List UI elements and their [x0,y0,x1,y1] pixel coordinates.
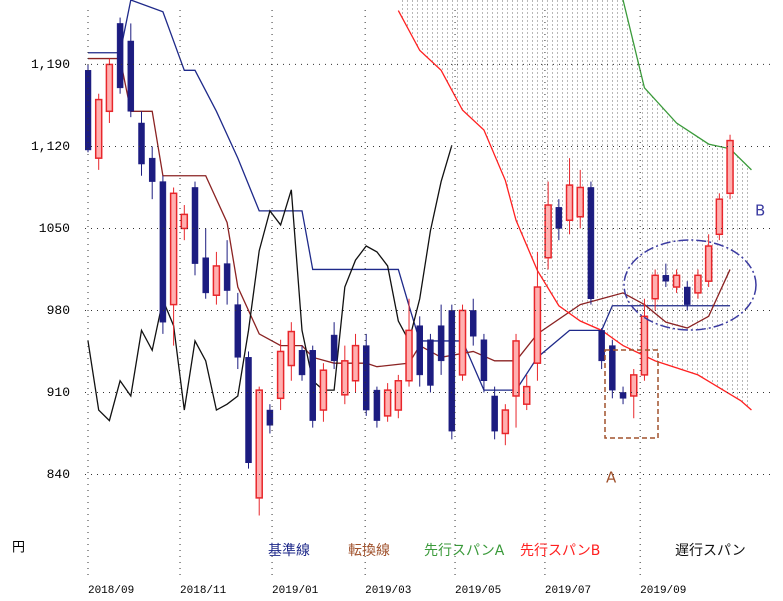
candle-body [309,350,316,421]
line-series [87,57,731,368]
candle-body [394,380,403,411]
legend-label: 先行スパンB [520,543,600,559]
candle-body [330,334,338,362]
x-tick-label: 2019/03 [365,585,411,597]
candle-body [640,315,649,376]
candle-body [298,350,306,376]
candle-body [427,339,434,386]
candle-body [287,330,296,367]
candle-body [684,286,691,305]
candle-body [116,23,124,89]
candle-body [212,265,221,296]
y-unit: 円 [12,540,25,555]
candle-body [469,310,477,337]
candle-body [405,329,413,382]
x-tick-label: 2019/01 [272,585,319,597]
candle-body [416,325,423,376]
candle-body [362,345,370,411]
candle-body [694,274,702,294]
y-tick-label: 1,120 [31,139,70,154]
candle-body [704,245,713,282]
line-series [397,10,752,411]
x-tick-label: 2018/11 [180,585,227,597]
legend-label: 先行スパンA [424,543,505,559]
candle-body [138,122,145,165]
candle-body [105,63,114,113]
candle-body [319,369,328,411]
candle-body [159,181,167,323]
x-tick-label: 2019/09 [640,585,686,597]
candle-body [202,257,209,294]
candle-body [94,98,103,159]
candle-body [501,409,510,435]
candle-body [266,409,274,426]
candle-body [148,157,156,182]
candle-body [726,139,734,195]
annotation: B [755,202,765,220]
x-tick-label: 2018/09 [88,585,134,597]
cloud [398,0,752,411]
y-tick-label: 1,190 [31,57,70,72]
candle-body [533,286,542,364]
candle-body [437,325,445,362]
candle-body [544,204,552,259]
candle-body [448,310,456,432]
legend-label: 転換線 [348,543,390,559]
candle-body [373,389,381,421]
candle-body [565,184,574,222]
candle-body [491,395,498,432]
plot-area [85,0,752,516]
candle-body [276,350,285,400]
y-tick-label: 1050 [39,221,70,236]
candle-body [629,374,638,397]
candle-body [127,40,135,112]
candle-body [619,392,627,399]
candle-body [555,207,563,229]
candle-body [576,186,584,218]
candle-body [169,192,178,306]
x-tick-label: 2019/05 [455,585,501,597]
candle-body [234,304,242,358]
candle-body [715,198,724,236]
legend-label: 遅行スパン [675,543,746,559]
candle-body [351,344,360,382]
candle-body [458,309,467,376]
line-series [87,0,731,391]
candle-body [512,340,520,397]
y-tick-label: 980 [47,303,70,318]
candle-body [191,187,199,264]
candle-body [383,389,392,417]
candle-body [245,357,252,464]
candle-body [341,360,349,396]
legend-label: 基準線 [268,542,310,559]
candle-body [480,339,488,382]
annotation: A [606,469,617,487]
candle-body [662,275,670,282]
x-tick-label: 2019/07 [545,585,591,597]
candle-body [598,330,605,362]
candle-body [609,345,616,391]
y-tick-label: 840 [47,467,70,482]
highlight-ellipse [623,239,757,331]
candle-body [180,213,189,230]
y-tick-label: 910 [47,385,70,400]
candle-body [672,274,681,288]
candle-body [587,187,595,299]
candle-body [223,263,231,291]
candle-body [651,274,659,300]
highlight-box [604,349,659,439]
line-series [87,145,453,422]
candle-body [255,389,263,499]
candle-body [522,385,531,405]
